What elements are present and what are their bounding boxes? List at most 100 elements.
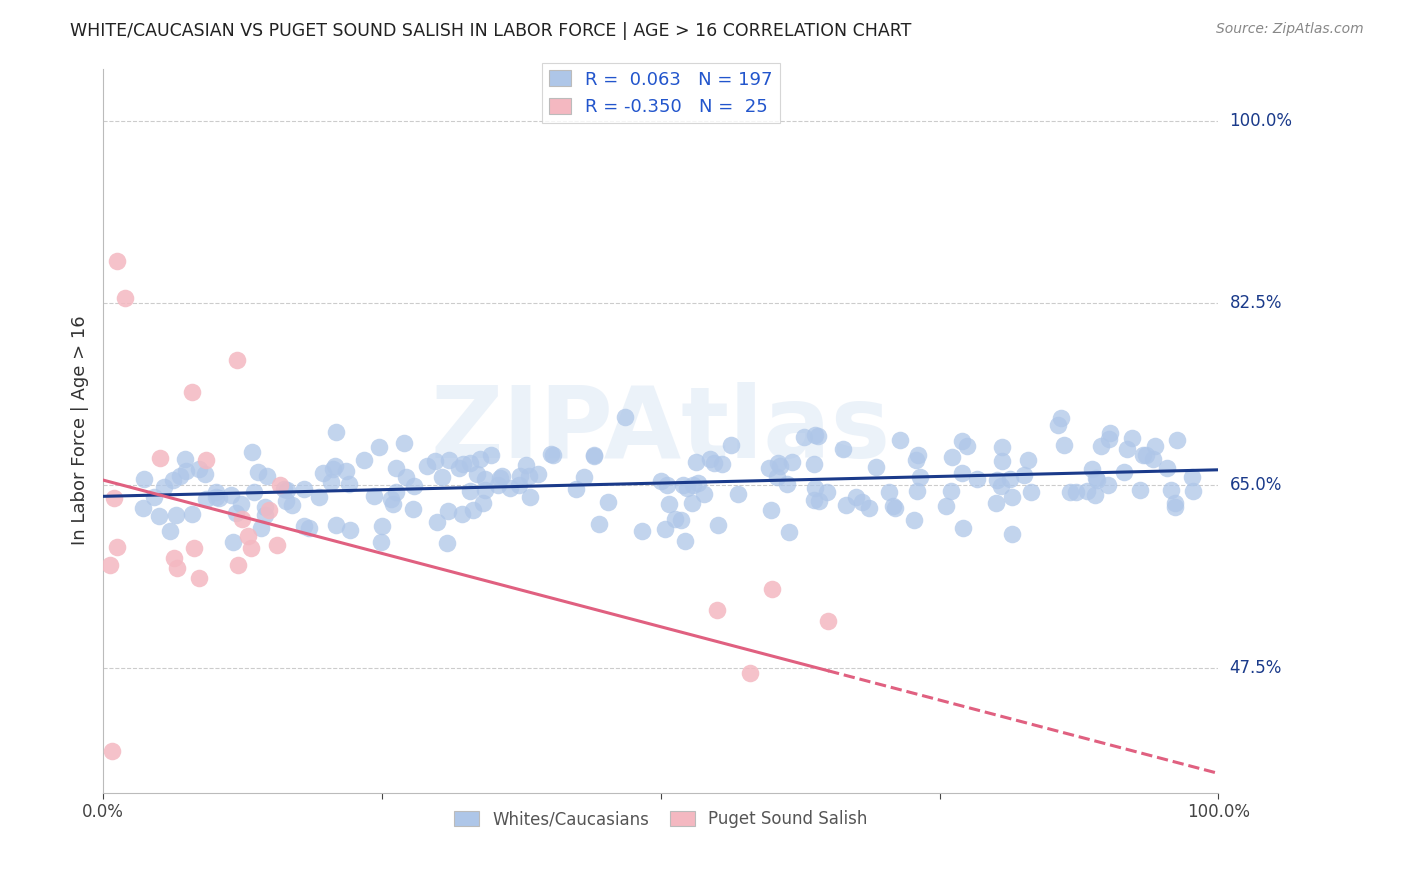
Point bbox=[588, 517, 610, 532]
Point bbox=[572, 470, 595, 484]
Point bbox=[240, 541, 263, 556]
Point bbox=[935, 500, 957, 514]
Point bbox=[105, 540, 128, 554]
Point bbox=[596, 494, 619, 508]
Point bbox=[98, 558, 121, 573]
Point bbox=[998, 472, 1021, 486]
Point bbox=[1164, 500, 1187, 515]
Point bbox=[249, 521, 271, 535]
Point bbox=[941, 450, 963, 465]
Point bbox=[114, 291, 136, 305]
Point bbox=[1084, 488, 1107, 502]
Point bbox=[776, 477, 799, 491]
Point bbox=[437, 504, 460, 518]
Text: 100.0%: 100.0% bbox=[1230, 112, 1292, 129]
Point bbox=[991, 454, 1014, 468]
Point bbox=[986, 473, 1008, 487]
Point bbox=[430, 470, 453, 484]
Point bbox=[486, 478, 509, 492]
Point bbox=[1012, 467, 1035, 482]
Point bbox=[952, 521, 974, 535]
Point bbox=[769, 458, 792, 473]
Point bbox=[817, 614, 839, 628]
Point bbox=[720, 438, 742, 452]
Point bbox=[984, 496, 1007, 510]
Point bbox=[858, 500, 880, 515]
Point bbox=[681, 496, 703, 510]
Point bbox=[402, 502, 425, 516]
Point bbox=[384, 461, 406, 475]
Point bbox=[131, 500, 153, 515]
Point bbox=[392, 436, 415, 450]
Point bbox=[153, 480, 176, 494]
Point bbox=[738, 665, 761, 680]
Point bbox=[803, 493, 825, 508]
Point bbox=[676, 481, 699, 495]
Point bbox=[1059, 484, 1081, 499]
Point bbox=[423, 454, 446, 468]
Point bbox=[205, 485, 228, 500]
Text: ZIPAtlas: ZIPAtlas bbox=[430, 382, 891, 479]
Point bbox=[1135, 448, 1157, 462]
Point bbox=[231, 497, 253, 511]
Point bbox=[1112, 465, 1135, 479]
Point bbox=[583, 449, 606, 463]
Point bbox=[699, 451, 721, 466]
Point bbox=[195, 492, 218, 507]
Point bbox=[669, 513, 692, 527]
Point bbox=[253, 508, 276, 522]
Point bbox=[243, 484, 266, 499]
Point bbox=[384, 485, 406, 500]
Point bbox=[231, 512, 253, 526]
Point bbox=[1129, 483, 1152, 497]
Point bbox=[1019, 485, 1042, 500]
Point bbox=[658, 497, 681, 511]
Text: 47.5%: 47.5% bbox=[1230, 658, 1282, 677]
Point bbox=[1064, 485, 1087, 500]
Point bbox=[166, 560, 188, 574]
Point bbox=[808, 493, 831, 508]
Point bbox=[804, 427, 827, 442]
Point bbox=[451, 457, 474, 471]
Point bbox=[468, 452, 491, 467]
Point bbox=[727, 487, 749, 501]
Point bbox=[685, 455, 707, 469]
Point bbox=[225, 506, 247, 520]
Point bbox=[1047, 417, 1070, 432]
Point bbox=[907, 448, 929, 462]
Point bbox=[955, 439, 977, 453]
Point bbox=[380, 491, 402, 506]
Point bbox=[1049, 410, 1071, 425]
Point bbox=[582, 448, 605, 462]
Point bbox=[335, 464, 357, 478]
Point bbox=[180, 507, 202, 521]
Point bbox=[1132, 448, 1154, 462]
Point bbox=[883, 500, 905, 515]
Point bbox=[1181, 470, 1204, 484]
Point bbox=[183, 541, 205, 555]
Point bbox=[780, 455, 803, 469]
Point bbox=[1099, 425, 1122, 440]
Point bbox=[226, 558, 249, 572]
Point bbox=[463, 503, 485, 517]
Point bbox=[519, 490, 541, 504]
Point bbox=[416, 458, 439, 473]
Point bbox=[221, 488, 243, 502]
Point bbox=[321, 475, 343, 490]
Point bbox=[1142, 451, 1164, 466]
Point bbox=[910, 469, 932, 483]
Text: Source: ZipAtlas.com: Source: ZipAtlas.com bbox=[1216, 22, 1364, 37]
Point bbox=[1017, 453, 1039, 467]
Point bbox=[903, 513, 925, 527]
Point bbox=[804, 481, 827, 495]
Point bbox=[1081, 462, 1104, 476]
Point bbox=[1115, 442, 1137, 456]
Point bbox=[176, 464, 198, 478]
Point bbox=[1098, 432, 1121, 446]
Point bbox=[758, 461, 780, 475]
Point bbox=[259, 502, 281, 516]
Point bbox=[692, 487, 714, 501]
Point bbox=[325, 425, 347, 440]
Point bbox=[499, 481, 522, 495]
Point bbox=[143, 490, 166, 504]
